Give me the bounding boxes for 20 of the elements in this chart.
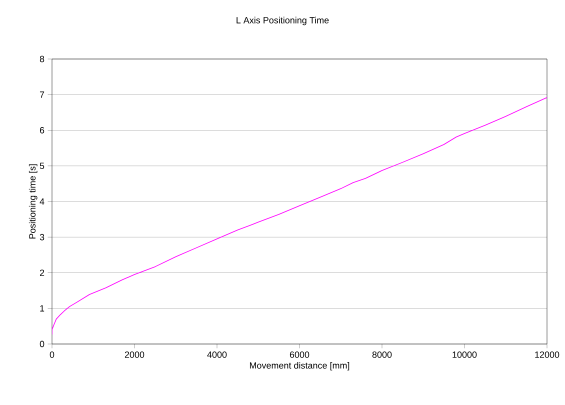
y-tick-label: 4 (40, 198, 44, 205)
x-tick-label: 12000 (535, 351, 560, 358)
x-tick-label: 0 (50, 351, 54, 358)
y-tick-label: 8 (40, 56, 44, 62)
y-tick-label: 0 (40, 340, 44, 348)
y-tick-label: 1 (40, 305, 44, 312)
y-tick-label: 3 (40, 234, 44, 240)
y-tick-label: 2 (40, 270, 44, 276)
chart-title: L Axis Positioning Time (236, 16, 329, 26)
x-tick-label: 8000 (372, 351, 392, 358)
y-tick-label: 5 (40, 162, 44, 170)
x-tick-label: 2000 (124, 351, 144, 358)
y-tick-label: 7 (40, 92, 44, 98)
x-tick-label: 6000 (290, 351, 310, 358)
x-tick-label: 4000 (207, 351, 227, 358)
x-axis-title: Movement distance [mm] (250, 362, 350, 370)
line-series (52, 97, 548, 335)
y-tick-label: 6 (40, 127, 44, 134)
y-axis-title: Positioning time [s] (28, 164, 38, 239)
x-tick-label: 10000 (452, 351, 477, 358)
